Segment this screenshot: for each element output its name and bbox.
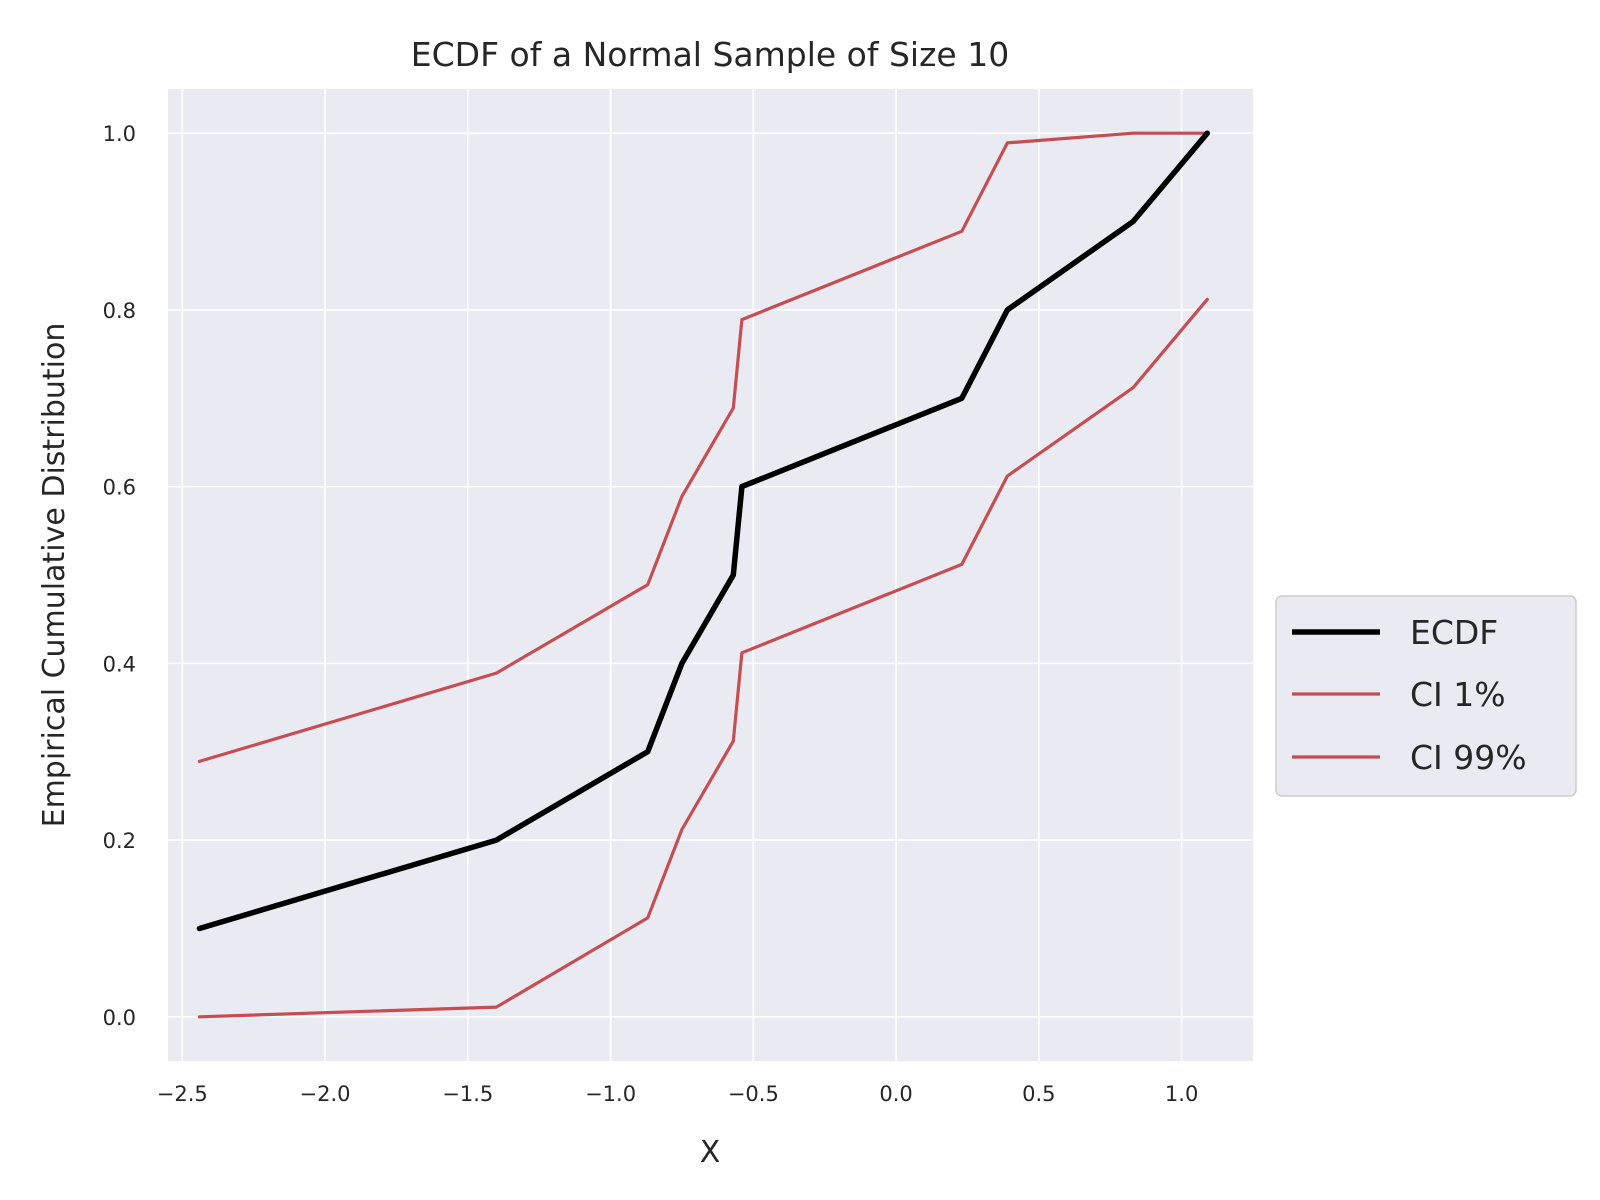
chart-title: ECDF of a Normal Sample of Size 10 [411,35,1009,74]
legend: ECDF CI 1% CI 99% [1275,595,1577,797]
y-tick-label: 0.8 [103,299,136,323]
x-axis-label: X [700,1135,721,1170]
y-tick-label: 0.2 [103,829,136,853]
y-tick-label: 0.4 [103,652,136,676]
x-tick-label: 0.0 [879,1082,912,1106]
x-tick-label: −1.5 [442,1082,493,1106]
y-axis-label: Empirical Cumulative Distribution [37,323,72,828]
x-tick-label: −0.5 [728,1082,779,1106]
series-line-ci-99 [197,131,1209,764]
x-tick-label: −2.0 [300,1082,351,1106]
legend-label-ci-99: CI 99% [1410,738,1527,777]
legend-label-ci-1: CI 1% [1410,675,1506,714]
x-tick-labels: −2.5 −2.0 −1.5 −1.0 −0.5 0.0 0.5 1.0 [157,1082,1199,1106]
y-tick-label: 0.6 [103,476,136,500]
x-tick-label: 0.5 [1022,1082,1055,1106]
y-tick-label: 1.0 [103,122,136,146]
series-line-ecdf [196,130,1211,932]
y-tick-label: 0.0 [103,1006,136,1030]
legend-label-ecdf: ECDF [1410,613,1498,652]
y-tick-labels: 0.0 0.2 0.4 0.6 0.8 1.0 [103,122,136,1030]
plot-background [168,89,1253,1061]
series-lines [196,130,1211,1019]
series-line-ci-1 [197,297,1209,1019]
x-tick-label: 1.0 [1165,1082,1198,1106]
grid [168,89,1253,1061]
legend-box [1275,595,1577,797]
x-tick-label: −2.5 [157,1082,208,1106]
x-tick-label: −1.0 [585,1082,636,1106]
